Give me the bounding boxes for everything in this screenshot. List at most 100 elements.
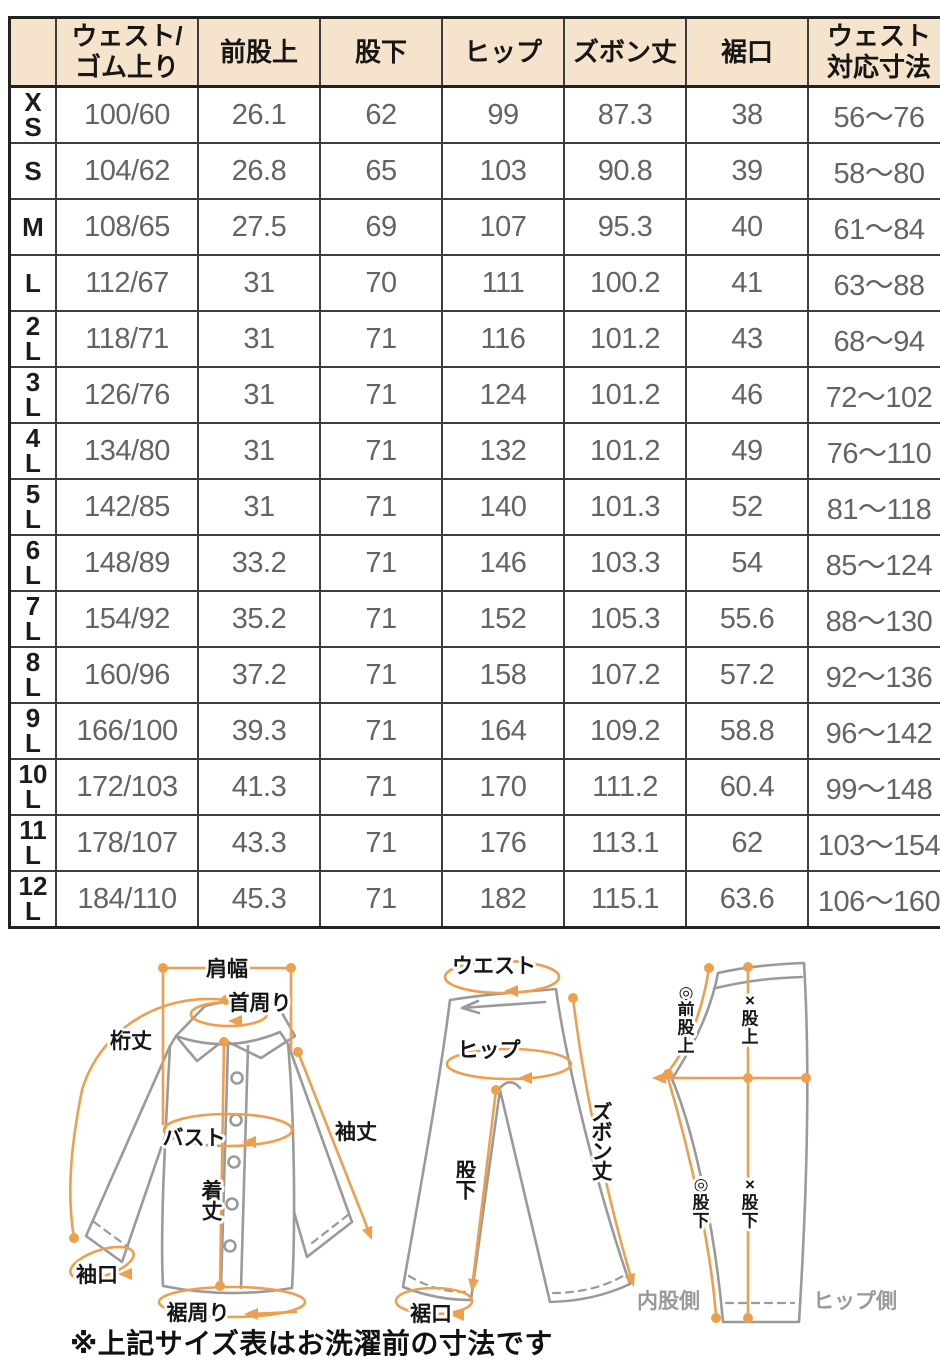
measurement-cell: 71 [320, 871, 442, 928]
measurement-cell: 37.2 [198, 647, 320, 703]
neck-around-label: 首周り [229, 991, 292, 1015]
measurement-cell: 103〜154 [808, 815, 940, 871]
measurement-cell: 58.8 [686, 703, 808, 759]
measurement-cell: 81〜118 [808, 479, 940, 535]
measurement-cell: 71 [320, 535, 442, 591]
size-label: 12 L [10, 871, 57, 928]
measurement-cell: 31 [198, 367, 320, 423]
measurement-cell: 172/103 [56, 759, 198, 815]
measurement-cell: 27.5 [198, 199, 320, 255]
measurement-cell: 101.2 [564, 423, 686, 479]
shoulder-width-label: 肩幅 [206, 957, 248, 981]
measurement-cell: 61〜84 [808, 199, 940, 255]
measurement-cell: 178/107 [56, 815, 198, 871]
measurement-cell: 70 [320, 255, 442, 311]
waist-label: ウエスト [452, 955, 536, 978]
measurement-cell: 31 [198, 423, 320, 479]
sleeve-from-center-label: 桁丈 [110, 1030, 152, 1053]
shirt-button [225, 1241, 236, 1252]
size-label: 2 L [10, 311, 57, 367]
measurement-cell: 90.8 [564, 143, 686, 199]
size-label: 9 L [10, 703, 57, 759]
measurement-cell: 111.2 [564, 759, 686, 815]
measurement-cell: 40 [686, 199, 808, 255]
measurement-cell: 26.1 [198, 87, 320, 144]
measurement-cell: 88〜130 [808, 591, 940, 647]
pants-length-label: ズボン丈 [592, 1101, 613, 1183]
shirt-left-sleeve [86, 1046, 172, 1262]
measurement-cell: 103.3 [564, 535, 686, 591]
measurement-cell: 106〜160 [808, 871, 940, 928]
measurement-cell: 62 [320, 87, 442, 144]
measurement-cell: 52 [686, 479, 808, 535]
bust-label: バスト [163, 1127, 226, 1150]
measurement-cell: 26.8 [198, 143, 320, 199]
measurement-cell: 54 [686, 535, 808, 591]
measurement-cell: 176 [442, 815, 564, 871]
measurement-cell: 46 [686, 367, 808, 423]
measurement-cell: 132 [442, 423, 564, 479]
measurement-cell: 124 [442, 367, 564, 423]
measurement-cell: 71 [320, 815, 442, 871]
inner-side-label: 内股側 [637, 1289, 700, 1313]
front-rise-label: ◎前股上 [678, 983, 695, 1056]
crotch-line-arrow [652, 1072, 666, 1084]
measurement-cell: 101.2 [564, 367, 686, 423]
size-label: X S [10, 87, 57, 144]
inseam-front-label: ◎股下 [693, 1175, 710, 1231]
measure-dot [743, 962, 753, 972]
measurement-cell: 109.2 [564, 703, 686, 759]
measurement-cell: 126/76 [56, 367, 198, 423]
size-label: 3 L [10, 367, 57, 423]
pants-front-diagram: ウエスト ヒップ ズボン丈 股下 裾口 [396, 955, 635, 1326]
measurement-cell: 104/62 [56, 143, 198, 199]
measurement-cell: 103 [442, 143, 564, 199]
measurement-cell: 33.2 [198, 535, 320, 591]
measurement-cell: 56〜76 [808, 87, 940, 144]
measurement-cell: 60.4 [686, 759, 808, 815]
measurement-cell: 146 [442, 535, 564, 591]
measurement-cell: 99 [442, 87, 564, 144]
measurement-cell: 31 [198, 255, 320, 311]
column-header-0 [10, 18, 57, 87]
measurement-cell: 184/110 [56, 871, 198, 928]
shirt-button [227, 1199, 238, 1210]
measurement-cell: 49 [686, 423, 808, 479]
size-label: L [10, 255, 57, 311]
measurement-cell: 96〜142 [808, 703, 940, 759]
measurement-cell: 115.1 [564, 871, 686, 928]
measurement-diagrams: 肩幅 首周り 桁丈 バスト 着丈 袖丈 袖口 裾周り [0, 938, 940, 1360]
measurement-cell: 152 [442, 591, 564, 647]
measurement-cell: 148/89 [56, 535, 198, 591]
size-label: 10 L [10, 759, 57, 815]
measurement-cell: 100/60 [56, 87, 198, 144]
measurement-cell: 45.3 [198, 871, 320, 928]
measurement-cell: 105.3 [564, 591, 686, 647]
measurement-cell: 63〜88 [808, 255, 940, 311]
shirt-diagram: 肩幅 首周り 桁丈 バスト 着丈 袖丈 袖口 裾周り [67, 957, 377, 1325]
measurement-cell: 43 [686, 311, 808, 367]
column-header-3: 股下 [320, 18, 442, 87]
measure-dot [568, 993, 578, 1003]
measure-dot [286, 963, 296, 973]
measurement-cell: 65 [320, 143, 442, 199]
measurement-cell: 41.3 [198, 759, 320, 815]
measurement-cell: 71 [320, 759, 442, 815]
measurement-cell: 95.3 [564, 199, 686, 255]
size-label: 4 L [10, 423, 57, 479]
column-header-5: ズボン丈 [564, 18, 686, 87]
sleeve-length-arrow [362, 1226, 372, 1240]
measurement-cell: 87.3 [564, 87, 686, 144]
